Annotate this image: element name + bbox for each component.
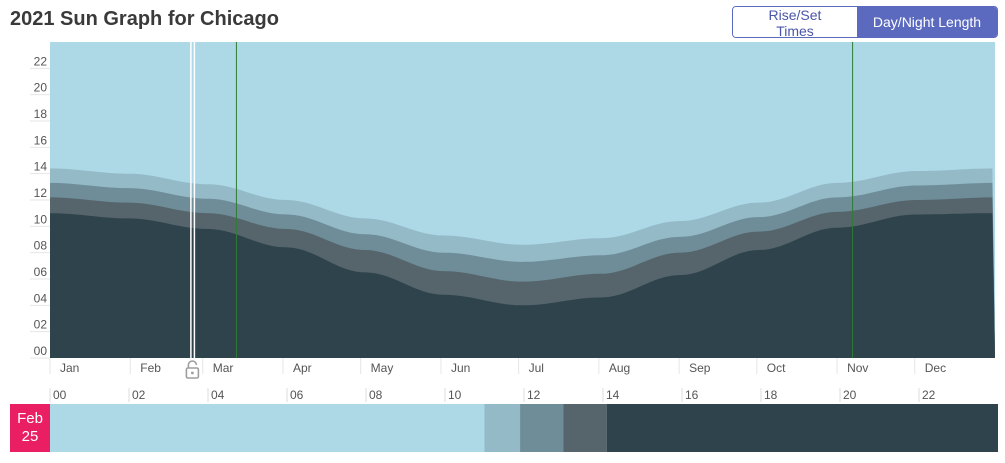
y-tick-label-22: 22 [34,54,48,68]
timeline-axis: 00 02 04 06 08 10 12 14 16 18 20 22 [49,388,936,402]
y-axis: 00 02 04 06 08 10 12 14 16 18 20 22 [30,54,50,359]
x-tick-label-Feb: Feb [140,361,161,375]
y-tick-label-10: 10 [34,212,48,226]
hour-label-10: 10 [448,388,462,402]
hour-label-02: 02 [132,388,146,402]
hour-label-22: 22 [922,388,936,402]
x-tick-label-Jun: Jun [451,361,470,375]
selected-month: Feb [17,410,43,427]
night-area [50,213,995,358]
hour-label-00: 00 [53,388,67,402]
y-tick-label-12: 12 [34,186,48,200]
lock-shackle [187,360,198,368]
timeline-nautical [520,404,564,452]
hour-label-16: 16 [685,388,699,402]
hour-label-12: 12 [527,388,541,402]
rise-set-times-button[interactable]: Rise/Set Times [733,7,857,37]
hour-label-06: 06 [290,388,304,402]
day-night-length-button[interactable]: Day/Night Length [857,7,997,37]
x-tick-label-Nov: Nov [847,361,868,375]
hour-label-04: 04 [211,388,225,402]
hour-label-20: 20 [843,388,857,402]
y-tick-label-14: 14 [34,160,48,174]
timeline-bar [50,404,998,452]
x-tick-label-Aug: Aug [609,361,630,375]
view-toggle: Rise/Set Times Day/Night Length [732,6,998,38]
selected-day: 25 [21,428,39,445]
timeline-astronomical [563,404,607,452]
y-tick-label-18: 18 [34,107,48,121]
hour-label-08: 08 [369,388,383,402]
x-tick-label-Apr: Apr [293,361,312,375]
selected-date-badge: Feb 25 [10,404,50,452]
lock-icon[interactable] [185,360,200,379]
chart-markers [185,42,854,379]
x-axis: Jan Feb Mar Apr May Jun Jul Aug Sep Oct Nov Dec [49,358,946,375]
hour-label-18: 18 [764,388,778,402]
chart-areas [50,42,995,358]
y-tick-label-06: 06 [34,265,48,279]
timeline-day [50,404,485,452]
y-tick-label-02: 02 [34,318,48,332]
hour-label-14: 14 [606,388,620,402]
timeline-civil [484,404,521,452]
x-tick-label-Dec: Dec [925,361,946,375]
x-tick-label-Oct: Oct [767,361,786,375]
y-tick-label-08: 08 [34,239,48,253]
x-tick-label-Mar: Mar [213,361,234,375]
y-tick-label-20: 20 [34,81,48,95]
x-tick-label-Jul: Jul [529,361,544,375]
x-tick-label-May: May [371,361,394,375]
x-tick-label-Jan: Jan [60,361,79,375]
x-tick-label-Sep: Sep [689,361,711,375]
lock-keyhole [190,371,194,375]
y-tick-label-16: 16 [34,133,48,147]
timeline-night [606,404,998,452]
page-title: 2021 Sun Graph for Chicago [10,8,279,30]
y-tick-label-04: 04 [34,291,48,305]
y-tick-label-00: 00 [34,344,48,358]
